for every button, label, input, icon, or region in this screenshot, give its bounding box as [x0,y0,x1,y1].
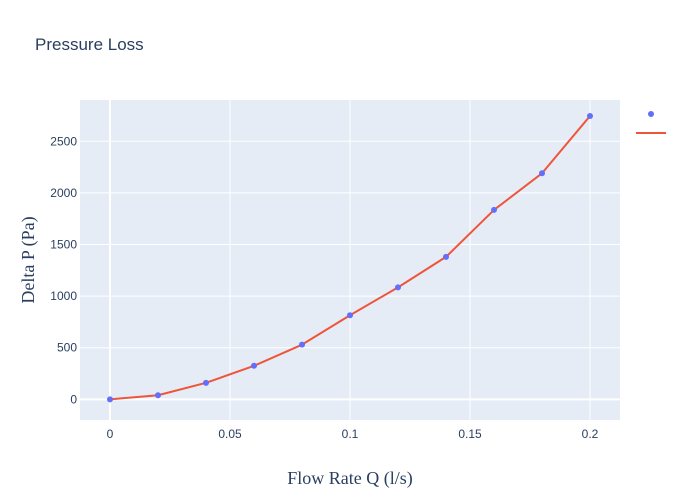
legend[interactable] [636,111,666,134]
y-tick-label: 1000 [50,289,77,303]
x-tick-label: 0.2 [582,427,599,441]
data-point [347,312,353,319]
x-axis-title: Flow Rate Q (l/s) [287,468,413,489]
data-point [395,284,401,291]
data-point [491,206,497,213]
data-point [107,396,113,403]
chart-title: Pressure Loss [35,35,144,54]
gridlines [80,100,620,420]
x-tick-label: 0 [107,427,114,441]
y-tick-label: 2500 [50,134,77,148]
legend-marker-symbol[interactable] [648,111,654,117]
data-point [251,362,257,369]
y-tick-label: 1500 [50,238,77,252]
y-tick-label: 0 [70,392,77,406]
data-point [443,253,449,260]
tick-labels: 0 0.05 0.1 0.15 0.2 0 500 1000 1500 2000 2500 [50,134,598,441]
data-point [299,341,305,348]
x-tick-label: 0.05 [218,427,242,441]
series-markers-layer [107,113,593,403]
y-axis-title: Delta P (Pa) [18,216,39,303]
data-point [587,113,593,119]
data-point [203,379,209,386]
x-tick-label: 0.1 [342,427,359,441]
x-tick-label: 0.15 [458,427,482,441]
y-tick-label: 2000 [50,186,77,200]
data-point [155,392,161,399]
data-point [539,170,545,177]
y-tick-label: 500 [57,341,77,355]
